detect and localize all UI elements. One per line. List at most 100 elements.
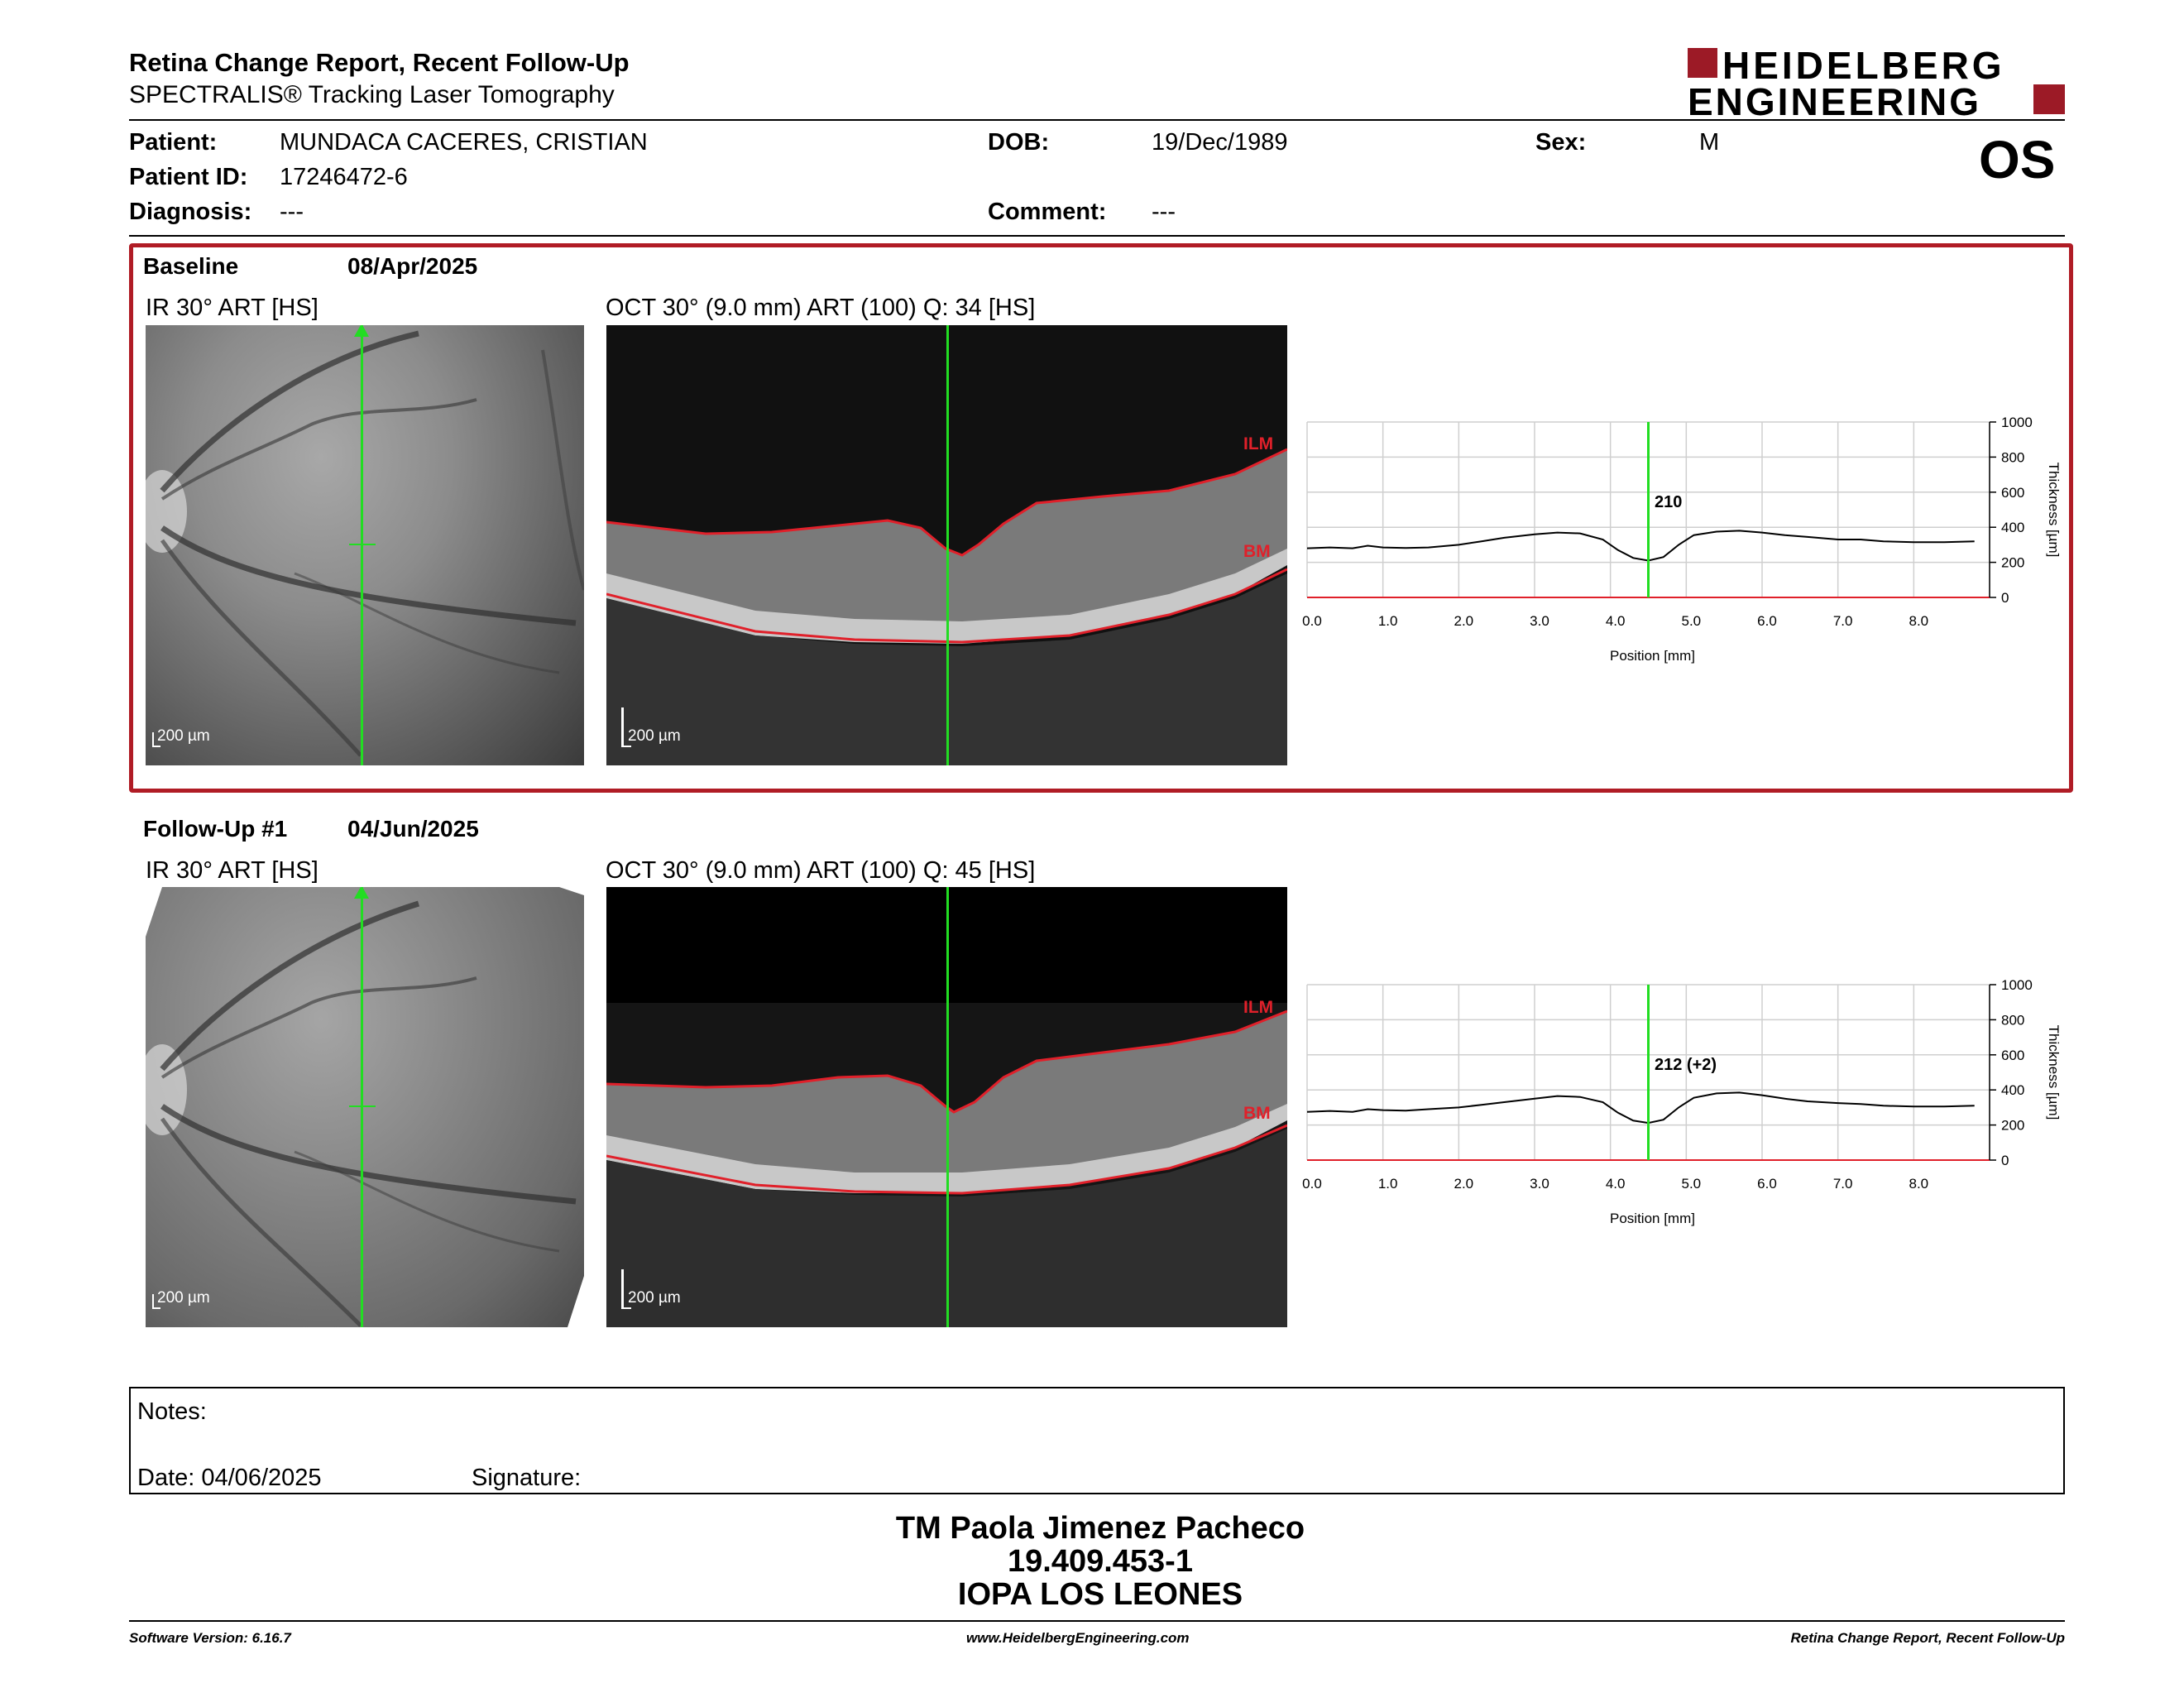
followup-date: 04/Jun/2025 [347, 816, 479, 842]
followup-thickness-value: 212 (+2) [1655, 1056, 1717, 1074]
followup-ir-caption: IR 30° ART [HS] [146, 857, 318, 884]
baseline-date: 08/Apr/2025 [347, 253, 478, 279]
signer-id: 19.409.453-1 [1008, 1544, 1193, 1579]
x-tick-label: 8.0 [1909, 613, 1929, 629]
bm-label: BM [1243, 1104, 1271, 1123]
y-tick-label: 1000 [2001, 977, 2033, 993]
x-tick-label: 1.0 [1378, 1176, 1398, 1192]
signature-label: Signature: [472, 1465, 582, 1491]
x-tick-label: 4.0 [1606, 613, 1626, 629]
website-link[interactable]: www.HeidelbergEngineering.com [966, 1630, 1190, 1646]
x-tick-label: 5.0 [1682, 1176, 1702, 1192]
scale-bar-label: 200 µm [157, 727, 210, 745]
arrow-up-icon [354, 325, 369, 337]
scan-line-marker [361, 325, 363, 765]
thickness-series-line [1306, 1091, 1975, 1125]
baseline-thickness-value: 210 [1655, 493, 1683, 511]
signer-name: TM Paola Jimenez Pacheco [895, 1511, 1305, 1546]
followup-ir-image[interactable]: 200 µm [146, 887, 584, 1327]
patient-label: Patient: [129, 129, 218, 156]
scan-position-marker [946, 325, 949, 765]
x-axis-label: Position [mm] [1610, 648, 1695, 664]
scan-line-marker [361, 887, 363, 1327]
heidelberg-logo: HEIDELBERG ENGINEERING [1688, 44, 2068, 123]
x-tick-label: 2.0 [1454, 613, 1474, 629]
y-tick-label: 800 [2001, 1012, 2024, 1028]
x-tick-label: 7.0 [1833, 613, 1853, 629]
ilm-line [606, 448, 1287, 557]
arrow-up-icon [354, 887, 369, 899]
sex-value: M [1699, 129, 1720, 156]
followup-oct-caption: OCT 30° (9.0 mm) ART (100) Q: 45 [HS] [606, 857, 1036, 884]
x-tick-label: 5.0 [1682, 613, 1702, 629]
scale-bar-label: 200 µm [628, 727, 681, 745]
x-tick-label: 6.0 [1757, 1176, 1777, 1192]
patient-name: MUNDACA CACERES, CRISTIAN [280, 129, 648, 156]
patient-id: 17246472-6 [280, 164, 408, 190]
baseline-frame [129, 243, 2073, 793]
y-tick-label: 400 [2001, 1082, 2024, 1098]
baseline-label: Baseline [143, 253, 239, 279]
y-tick-label: 0 [2001, 590, 2009, 606]
bm-line [606, 1124, 1287, 1195]
fovea-crosshair [349, 1105, 376, 1107]
baseline-thickness-chart: 0.0 1.0 2.0 3.0 4.0 5.0 6.0 7.0 8.0 0 200 400 600 800… [1302, 415, 2062, 664]
y-tick-label: 1000 [2001, 415, 2033, 430]
x-tick-label: 2.0 [1454, 1176, 1474, 1192]
notes-label: Notes: [137, 1398, 207, 1425]
x-tick-label: 8.0 [1909, 1176, 1929, 1192]
x-tick-label: 6.0 [1757, 613, 1777, 629]
eye-label: OS [1979, 130, 2056, 189]
dob-label: DOB: [988, 129, 1050, 156]
baseline-oct-image[interactable]: ILM BM 200 µm [606, 325, 1287, 765]
sex-label: Sex: [1535, 129, 1587, 156]
x-tick-label: 4.0 [1606, 1176, 1626, 1192]
fovea-crosshair [349, 544, 376, 545]
y-tick-label: 800 [2001, 449, 2024, 465]
notes-date: Date: 04/06/2025 [137, 1465, 322, 1491]
x-tick-label: 3.0 [1530, 1176, 1549, 1192]
ilm-line [606, 1009, 1287, 1114]
scale-bar-label: 200 µm [628, 1289, 681, 1307]
followup-label: Follow-Up #1 [143, 816, 288, 842]
report-title: Retina Change Report, Recent Follow-Up [129, 48, 630, 77]
y-tick-label: 200 [2001, 1118, 2024, 1134]
x-tick-label: 0.0 [1302, 1176, 1322, 1192]
signer-place: IOPA LOS LEONES [957, 1577, 1243, 1612]
report-subtitle: SPECTRALIS® Tracking Laser Tomography [129, 81, 615, 108]
notes-box[interactable]: Notes: Date: 04/06/2025 Signature: [129, 1387, 2065, 1494]
y-tick-label: 600 [2001, 1048, 2024, 1063]
baseline-ir-image[interactable]: 200 µm [146, 325, 584, 765]
x-tick-label: 0.0 [1302, 613, 1322, 629]
scan-position-marker [946, 887, 949, 1327]
footer-report-name: Retina Change Report, Recent Follow-Up [1790, 1630, 2065, 1646]
software-version: Software Version: 6.16.7 [129, 1630, 291, 1646]
baseline-ir-caption: IR 30° ART [HS] [146, 295, 318, 321]
x-tick-label: 7.0 [1833, 1176, 1853, 1192]
y-tick-label: 200 [2001, 555, 2024, 571]
ilm-label: ILM [1243, 434, 1274, 453]
followup-oct-image[interactable]: ILM BM 200 µm [606, 887, 1287, 1327]
comment-value: --- [1152, 199, 1176, 225]
y-axis-label: Thickness [µm] [2046, 1025, 2062, 1120]
diagnosis-label: Diagnosis: [129, 199, 252, 225]
retina-vessels [146, 887, 584, 1327]
patient-id-label: Patient ID: [129, 164, 248, 190]
bm-line [606, 568, 1287, 644]
thickness-series-line [1306, 530, 1975, 562]
comment-label: Comment: [988, 199, 1107, 225]
y-tick-label: 600 [2001, 485, 2024, 501]
y-tick-label: 400 [2001, 520, 2024, 535]
ilm-label: ILM [1243, 998, 1274, 1017]
bm-label: BM [1243, 542, 1271, 561]
x-tick-label: 3.0 [1530, 613, 1549, 629]
diagnosis-value: --- [280, 199, 304, 225]
x-tick-label: 1.0 [1378, 613, 1398, 629]
y-tick-label: 0 [2001, 1153, 2009, 1168]
baseline-oct-caption: OCT 30° (9.0 mm) ART (100) Q: 34 [HS] [606, 295, 1036, 321]
x-axis-label: Position [mm] [1610, 1211, 1695, 1226]
y-axis-label: Thickness [µm] [2046, 463, 2062, 558]
followup-thickness-chart: 0.0 1.0 2.0 3.0 4.0 5.0 6.0 7.0 8.0 0 200 400 600 800… [1302, 977, 2062, 1226]
dob-value: 19/Dec/1989 [1152, 129, 1288, 156]
scale-bar-label: 200 µm [157, 1289, 210, 1307]
